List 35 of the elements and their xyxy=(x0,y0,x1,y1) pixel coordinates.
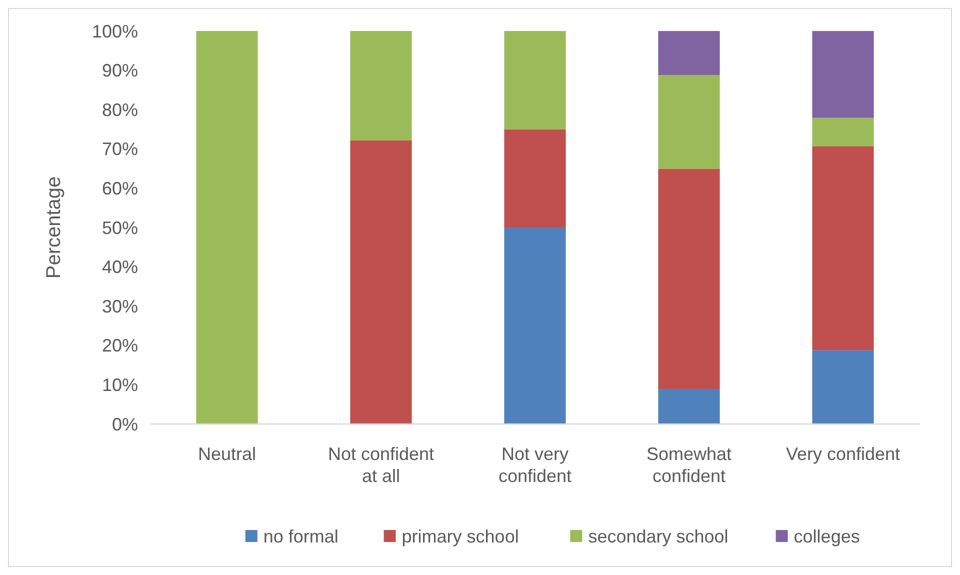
legend-label: no formal xyxy=(263,526,338,546)
x-tick-label: Not confident at all xyxy=(328,444,434,486)
bar xyxy=(350,31,412,140)
y-tick-label: 10% xyxy=(102,375,138,395)
y-tick-label: 90% xyxy=(102,60,138,81)
y-tick-label: 40% xyxy=(102,257,138,278)
legend-label: primary school xyxy=(402,526,519,546)
x-tick-label: Somewhat confident xyxy=(646,444,732,486)
bar xyxy=(812,146,874,350)
y-tick-label: 100% xyxy=(92,21,138,42)
bar xyxy=(812,350,874,424)
bar xyxy=(504,129,566,228)
bar xyxy=(658,75,720,169)
bar xyxy=(658,168,720,390)
bar xyxy=(812,118,874,146)
bar xyxy=(350,140,412,424)
y-tick-label: 30% xyxy=(102,296,138,316)
y-tick-label: 50% xyxy=(102,218,138,238)
y-tick-label: 20% xyxy=(102,336,138,356)
bar xyxy=(196,31,258,424)
x-tick-label: Not very confident xyxy=(498,444,572,486)
x-tick-label: Very confident xyxy=(786,444,900,464)
bar xyxy=(504,228,566,424)
y-tick-label: 0% xyxy=(112,414,138,434)
x-tick-label: Neutral xyxy=(198,444,256,464)
bar xyxy=(504,31,566,130)
bar xyxy=(658,31,720,76)
legend-label: secondary school xyxy=(588,526,728,546)
bar xyxy=(658,389,720,424)
y-axis-title: Percentage xyxy=(43,176,65,279)
y-tick-label: 80% xyxy=(102,100,138,120)
legend-label: colleges xyxy=(794,526,860,546)
bar xyxy=(812,31,874,118)
y-tick-label: 60% xyxy=(102,178,138,198)
y-tick-label: 70% xyxy=(102,139,138,160)
